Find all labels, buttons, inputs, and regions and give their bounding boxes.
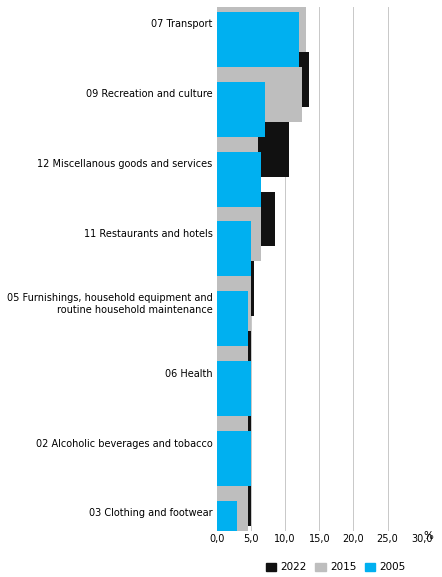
Bar <box>217 291 248 346</box>
Text: %: % <box>424 531 434 541</box>
Bar <box>217 222 251 276</box>
Bar <box>217 361 251 416</box>
Bar <box>217 0 306 52</box>
Bar <box>217 431 251 486</box>
Bar <box>217 556 231 577</box>
Bar <box>217 192 275 246</box>
Bar <box>217 261 255 316</box>
Bar <box>217 501 237 556</box>
Bar <box>217 52 309 107</box>
Bar <box>217 137 258 192</box>
Legend: 2022, 2015, 2005: 2022, 2015, 2005 <box>266 562 405 572</box>
Bar <box>217 12 299 67</box>
Bar <box>217 486 248 541</box>
Bar <box>217 471 251 526</box>
Bar <box>217 122 289 177</box>
Bar <box>217 207 261 261</box>
Bar <box>217 541 241 577</box>
Bar <box>217 276 251 331</box>
Bar <box>217 346 248 401</box>
Bar <box>217 67 302 122</box>
Bar <box>217 82 265 137</box>
Bar <box>217 0 306 37</box>
Bar <box>217 571 220 577</box>
Bar <box>217 152 261 207</box>
Bar <box>217 416 248 471</box>
Bar <box>217 401 251 456</box>
Bar <box>217 331 251 386</box>
